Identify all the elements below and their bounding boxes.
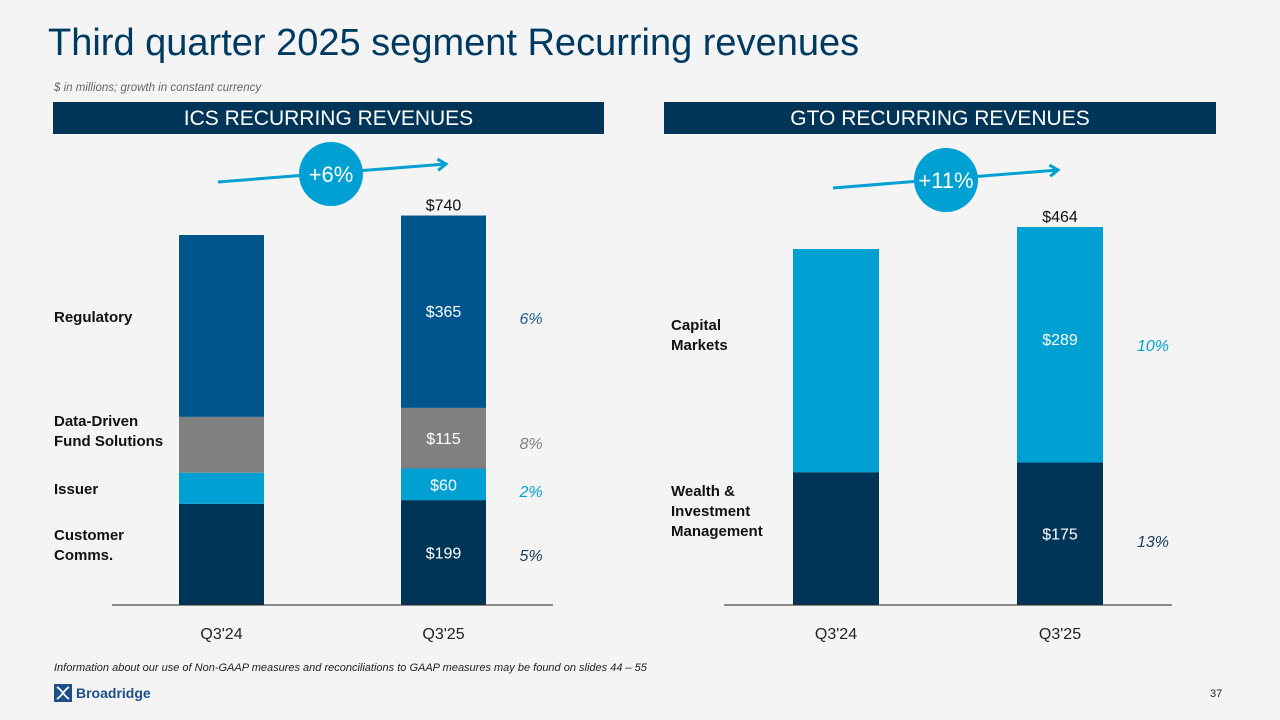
gto-x-tick-label: Q3'24 <box>815 626 857 643</box>
gto-series-label: Investment <box>671 503 750 520</box>
gto-series-label: Capital <box>671 317 721 334</box>
ics-series-label: Customer <box>54 527 124 544</box>
ics-bar-1-value-label-1: $60 <box>430 477 457 494</box>
gto-growth-arrow-head-icon <box>1048 163 1061 178</box>
gto-bar-0-segment-1 <box>793 248 879 473</box>
ics-series-growth-label: 8% <box>519 436 542 453</box>
ics-bar-0-segment-2 <box>179 416 264 473</box>
gto-series-growth-label: 13% <box>1137 534 1169 551</box>
page-title: Third quarter 2025 segment Recurring rev… <box>48 22 860 64</box>
gto-bar-1-value-label-0: $175 <box>1042 527 1078 544</box>
footnote: Information about our use of Non-GAAP me… <box>54 662 647 674</box>
gto-series-label: Markets <box>671 337 728 354</box>
gto-bar-1-total-label: $464 <box>1042 209 1078 226</box>
page-number: 37 <box>1210 688 1223 700</box>
ics-bar-1-value-label-3: $365 <box>426 304 462 321</box>
gto-x-tick-label: Q3'25 <box>1039 626 1081 643</box>
ics-growth-arrow-head-icon <box>436 157 449 172</box>
ics-series-label: Fund Solutions <box>54 433 163 450</box>
ics-bar-1-segment-0 <box>401 500 486 605</box>
gto-panel-header: GTO RECURRING REVENUES <box>664 102 1216 134</box>
ics-bar-0-segment-3 <box>179 235 264 417</box>
ics-bar-1-segment-1 <box>401 468 486 501</box>
ics-bar-1-value-label-0: $199 <box>426 546 462 563</box>
gto-growth-badge <box>914 148 978 212</box>
ics-series-label: Issuer <box>54 481 98 498</box>
ics-bar-1-total-label: $740 <box>426 198 462 215</box>
ics-bar-1-value-label-2: $115 <box>426 431 461 448</box>
ics-x-tick-label: Q3'25 <box>422 626 464 643</box>
ics-series-label: Comms. <box>54 547 113 564</box>
ics-series-label: Data-Driven <box>54 413 138 430</box>
ics-bar-0-segment-1 <box>179 472 264 504</box>
ics-x-tick-label: Q3'24 <box>200 626 242 643</box>
gto-growth-badge-label: +11% <box>918 168 973 193</box>
ics-series-growth-label: 6% <box>519 311 542 328</box>
gto-series-growth-label: 10% <box>1137 338 1169 355</box>
ics-series-growth-label: 2% <box>518 484 542 501</box>
ics-growth-badge <box>299 142 363 206</box>
gto-bar-1-value-label-1: $289 <box>1042 332 1078 349</box>
ics-bar-1-segment-2 <box>401 407 486 469</box>
gto-bar-1-segment-0 <box>1017 462 1103 605</box>
gto-bar-0-segment-0 <box>793 472 879 605</box>
ics-bar-1-segment-3 <box>401 215 486 408</box>
gto-bar-1-segment-1 <box>1017 227 1103 463</box>
units-note: $ in millions; growth in constant curren… <box>54 82 262 94</box>
ics-series-growth-label: 5% <box>519 548 542 565</box>
ics-series-label: Regulatory <box>54 309 133 326</box>
gto-series-label: Wealth & <box>671 483 735 500</box>
gto-series-label: Management <box>671 523 763 540</box>
ics-bar-0-segment-0 <box>179 503 264 605</box>
broadridge-logo: Broadridge <box>54 684 151 702</box>
ics-panel-header: ICS RECURRING REVENUES <box>53 102 604 134</box>
ics-growth-badge-label: +6% <box>309 162 354 187</box>
broadridge-logo-text: Broadridge <box>76 685 151 701</box>
broadridge-logo-icon <box>54 684 72 702</box>
